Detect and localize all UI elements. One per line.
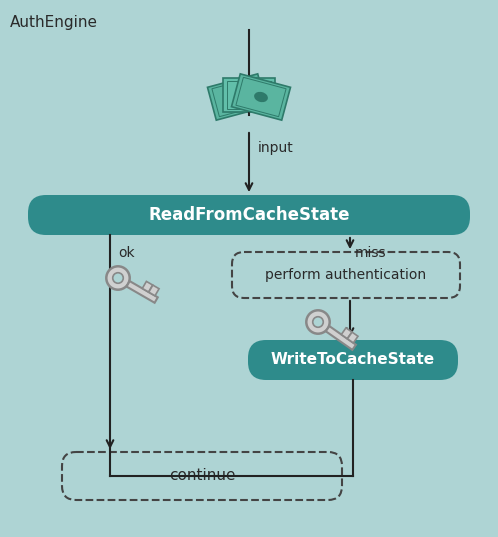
- Ellipse shape: [230, 92, 244, 102]
- Text: ok: ok: [118, 246, 134, 260]
- Polygon shape: [149, 285, 159, 296]
- Polygon shape: [126, 281, 158, 303]
- Polygon shape: [348, 332, 358, 343]
- Text: miss: miss: [355, 246, 386, 260]
- FancyBboxPatch shape: [248, 340, 458, 380]
- Text: perform authentication: perform authentication: [265, 268, 427, 282]
- Polygon shape: [326, 326, 356, 350]
- Circle shape: [306, 310, 330, 333]
- Polygon shape: [223, 78, 275, 112]
- Text: input: input: [258, 141, 294, 155]
- Ellipse shape: [254, 92, 268, 102]
- Polygon shape: [142, 281, 152, 292]
- Text: WriteToCacheState: WriteToCacheState: [271, 352, 435, 367]
- FancyBboxPatch shape: [232, 252, 460, 298]
- Circle shape: [313, 317, 323, 327]
- Text: continue: continue: [169, 468, 235, 483]
- Text: AuthEngine: AuthEngine: [10, 14, 98, 30]
- Polygon shape: [232, 74, 290, 120]
- FancyBboxPatch shape: [62, 452, 342, 500]
- FancyBboxPatch shape: [28, 195, 470, 235]
- Ellipse shape: [242, 90, 256, 100]
- Text: ReadFromCacheState: ReadFromCacheState: [148, 206, 350, 224]
- Circle shape: [113, 273, 124, 283]
- Circle shape: [106, 266, 129, 289]
- Polygon shape: [208, 74, 266, 120]
- Polygon shape: [341, 328, 352, 339]
